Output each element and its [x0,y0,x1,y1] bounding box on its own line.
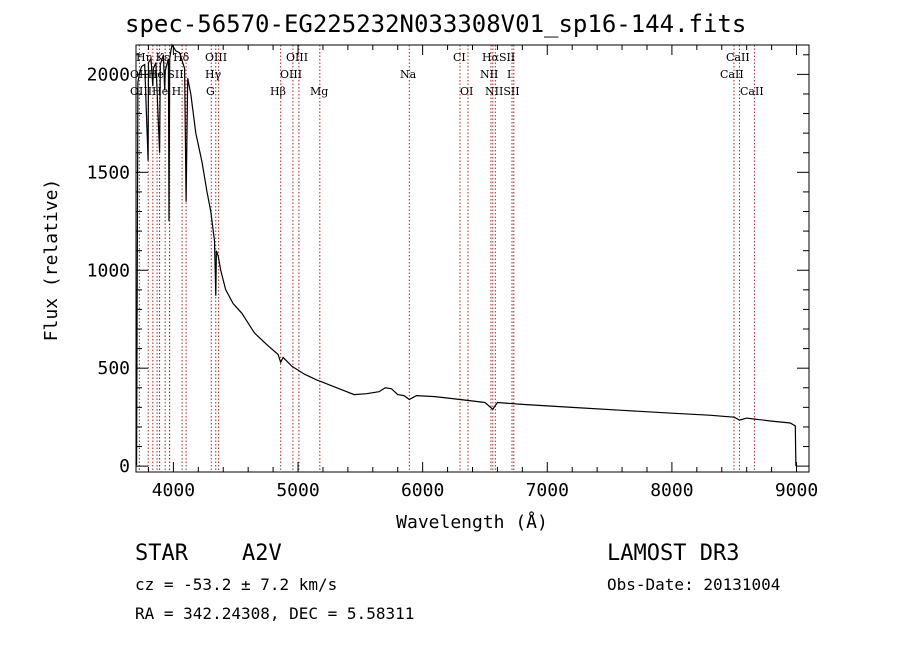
line-label-mg: Mg [310,85,329,98]
line-label-caii-1: CaII [726,51,750,64]
x-tick-label-1: 5000 [276,480,319,501]
y-axis-label: Flux (relative) [41,179,62,342]
spectrum-line [135,43,797,467]
redshift-cz: cz = -53.2 ± 7.2 km/s [135,575,338,594]
y-tick-label-3: 1500 [87,162,130,183]
axis-ticks [136,45,809,472]
axis-tick-labels: 4000 5000 6000 7000 8000 9000 0 500 1000 1500 2000 [87,64,819,501]
x-tick-label-5: 9000 [775,480,818,501]
line-label-halpha: HαSII [482,51,516,64]
x-tick-label-3: 7000 [526,480,569,501]
x-tick-label-2: 6000 [401,480,444,501]
line-label-oiii-1: OIII [205,51,228,64]
line-label-oiii-2: OIII [286,51,309,64]
line-label-row3-left: OIIIHe H [130,85,182,98]
line-label-g: G [206,85,215,98]
x-axis-label: Wavelength (Å) [396,511,548,533]
line-label-row2-left: OIIHe SII [130,68,184,81]
line-label-oi: OI [460,85,474,98]
line-label-caii-3: CaII [740,85,764,98]
plot-frame [135,44,810,473]
line-label-oiii-3: OIII [280,68,303,81]
y-tick-label-0: 0 [119,456,130,477]
obs-date: Obs-Date: 20131004 [607,575,781,594]
emission-line-markers [138,45,755,472]
line-label-hgamma: Hγ [205,68,222,81]
y-tick-label-2: 1000 [87,260,130,281]
survey-name: LAMOST DR3 [607,541,740,566]
y-tick-label-1: 500 [97,358,130,379]
coordinates: RA = 342.24308, DEC = 5.58311 [135,604,415,623]
line-label-nii: NII [480,68,499,81]
x-tick-label-0: 4000 [152,480,195,501]
y-tick-label-4: 2000 [87,64,130,85]
object-subclass: A2V [242,541,282,566]
line-label-hbeta: Hβ [270,85,286,98]
line-label-caii-2: CaII [720,68,744,81]
line-label-ci: CI [453,51,466,64]
line-label-na: Na [400,68,417,81]
x-tick-label-4: 8000 [650,480,693,501]
line-label-nii-i: I [507,68,512,81]
object-class: STAR [135,541,188,566]
line-label-nii-sii: NIISII [485,85,520,98]
line-label-row1-left: Hη Kε Hδ [136,51,190,64]
chart-title: spec-56570-EG225232N033308V01_sp16-144.f… [125,10,747,38]
